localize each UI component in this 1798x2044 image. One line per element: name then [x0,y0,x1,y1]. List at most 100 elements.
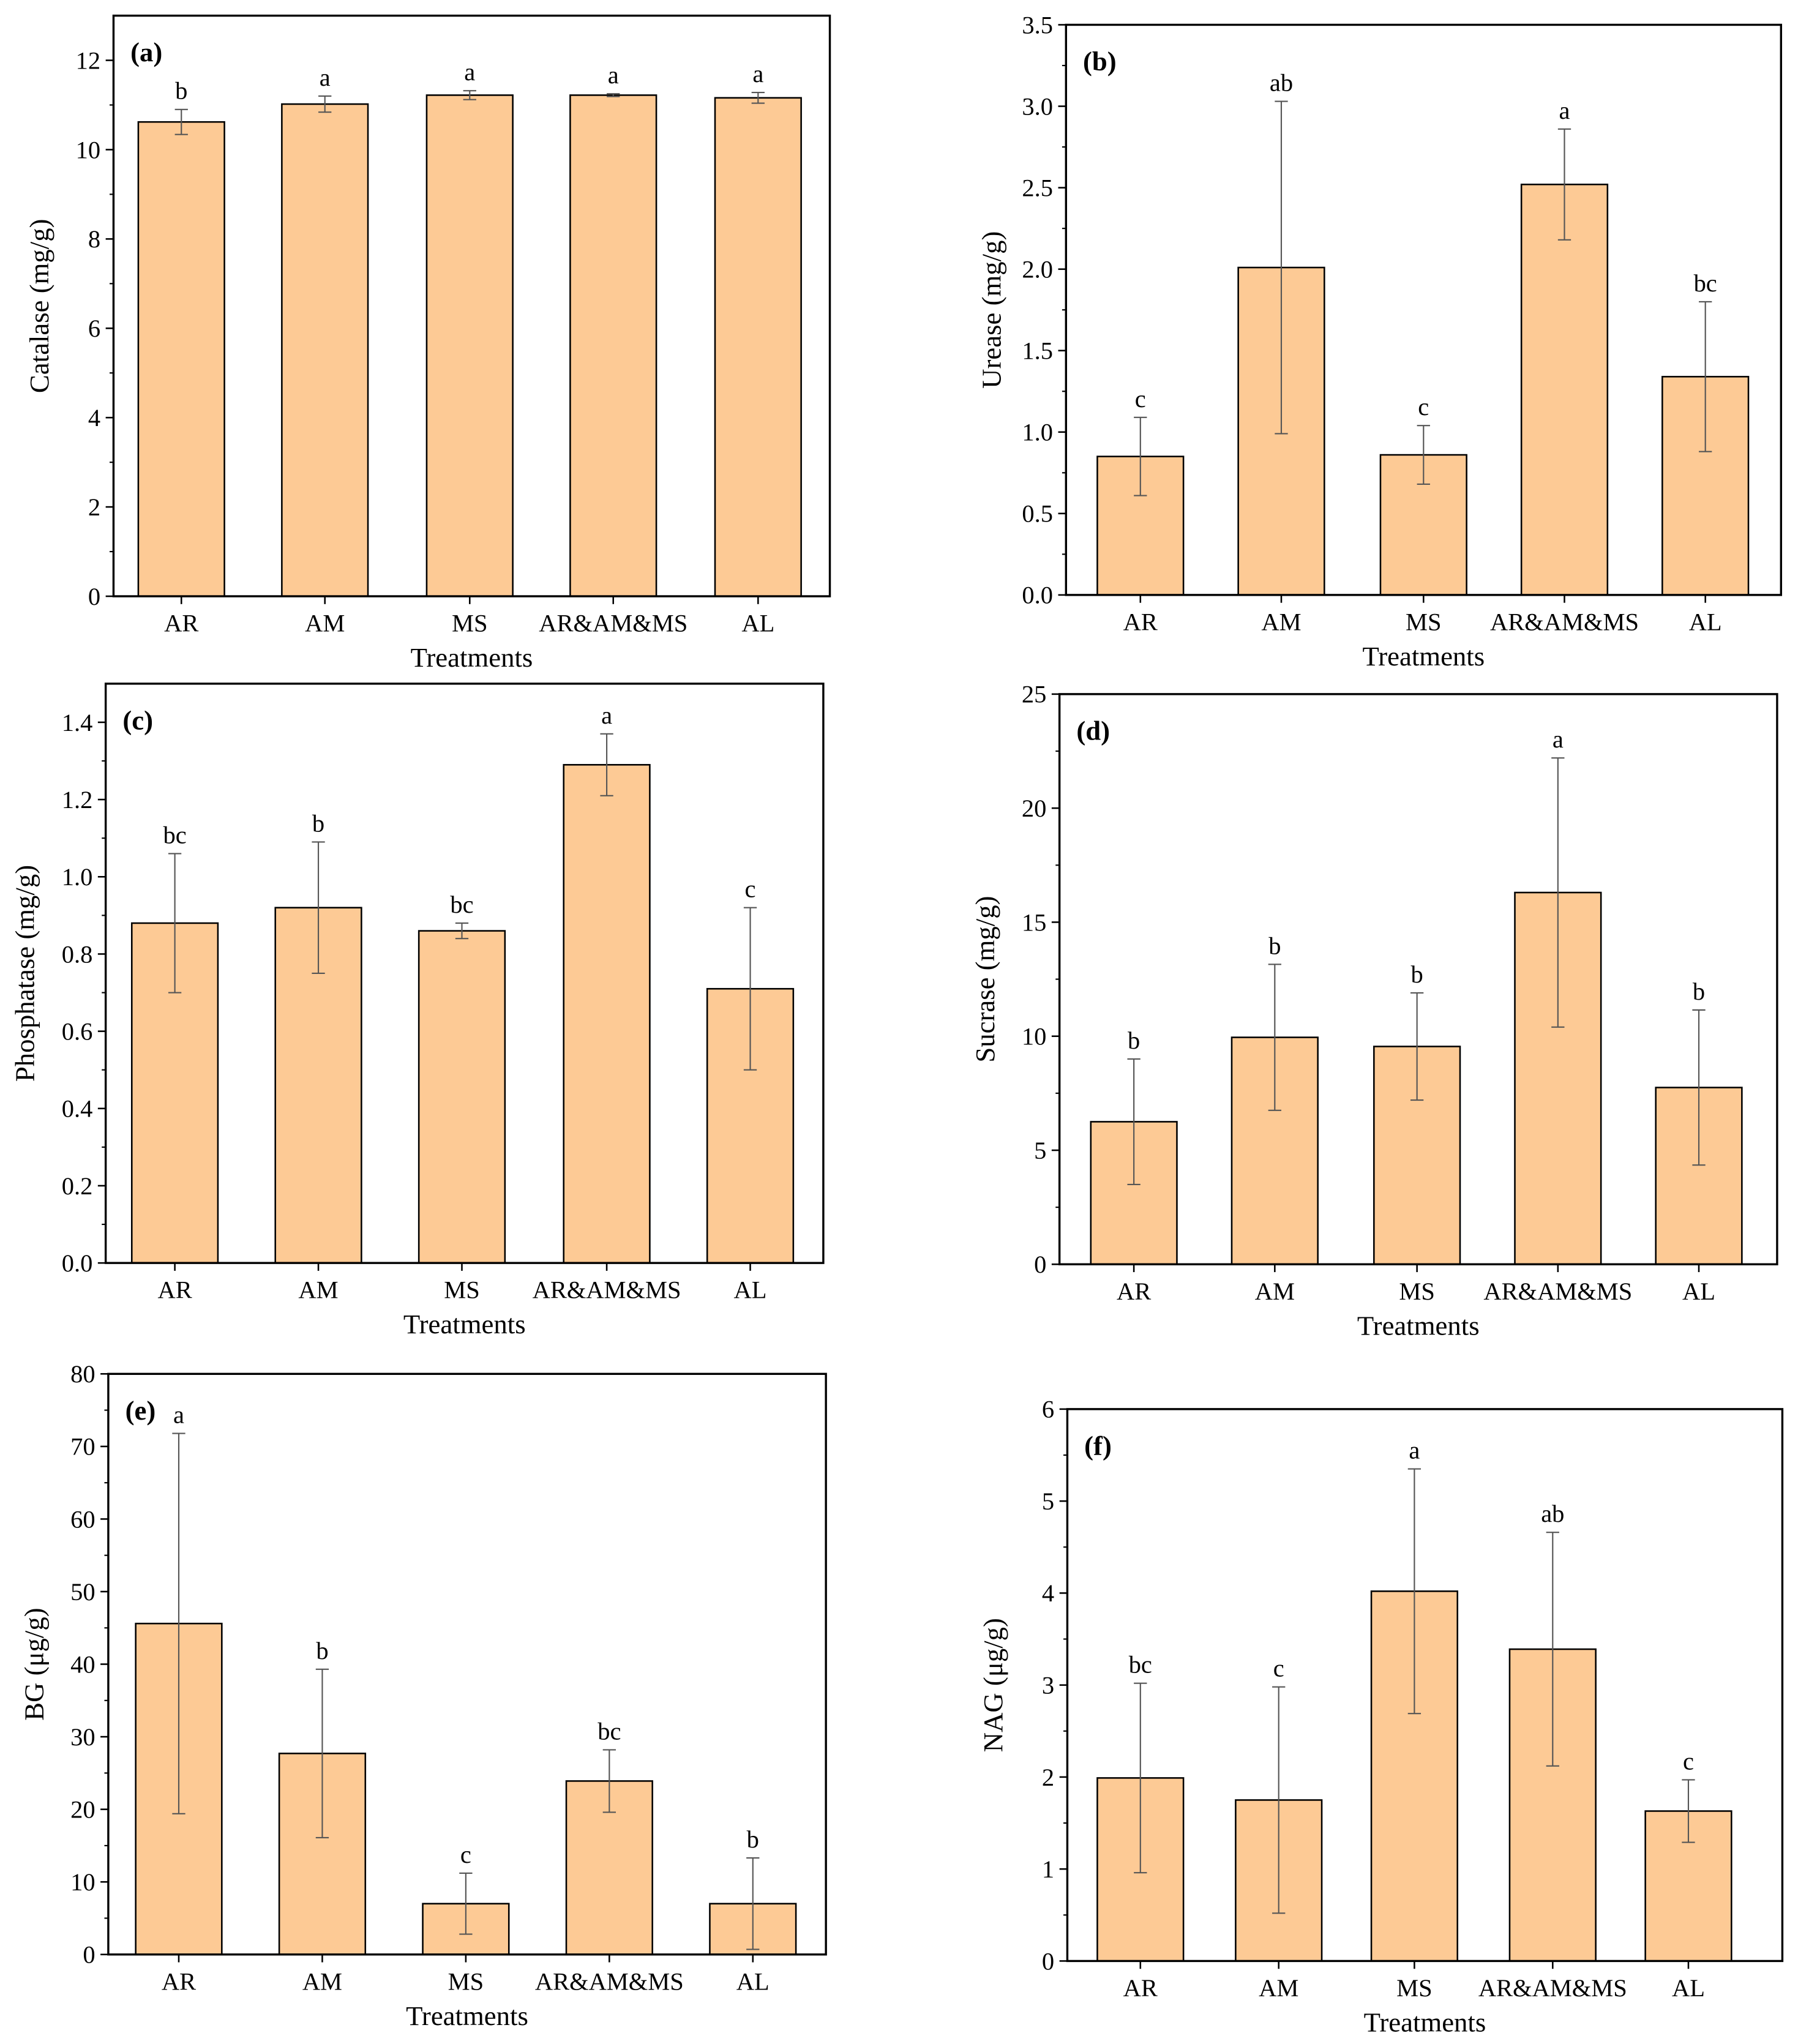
y-tick-label: 3.0 [1022,92,1053,120]
significance-label: c [1683,1747,1694,1775]
y-tick-label: 0 [1042,1947,1054,1975]
y-tick-label: 2 [88,493,100,521]
error-bar-AR [174,108,188,135]
x-tick-label: AL [736,1967,770,1995]
error-bar-AM [318,95,332,113]
error-bar-AR [172,1432,185,1814]
y-tick-label: 5 [1042,1488,1054,1515]
plot-frame [107,1372,827,1956]
y-tick-label: 2.0 [1022,256,1053,283]
y-tick-label: 2 [1042,1764,1054,1791]
y-tick-label: 30 [70,1723,95,1751]
y-tick-label: 0.0 [62,1249,93,1277]
x-axis-title: Treatments [1364,2007,1486,2038]
y-axis-title: Urease (mg/g) [976,231,1007,389]
panel-e: a AR b AM c MS bc AR&AM&MS b AL 0 10 20 30 40 50 60 70 80 (… [18,1360,827,2031]
x-tick-label: AL [1689,608,1722,635]
y-tick-label: 10 [76,136,100,163]
error-bar-MS [1410,992,1424,1101]
panel-b: c AR ab AM c MS a AR&AM&MS bc AL 0.0 0.5 1.0 1.5 2.0 2.… [976,11,1782,672]
x-tick-label: AR [164,610,198,637]
significance-label: bc [450,891,473,918]
error-bar-AM [312,841,325,975]
plot-frame [104,683,825,1264]
y-tick-label: 5 [1034,1137,1046,1164]
significance-label: b [1411,960,1423,988]
panel-label: (d) [1076,715,1110,746]
significance-label: a [601,702,612,729]
x-tick-label: MS [452,610,488,637]
y-tick-label: 6 [88,315,100,342]
x-tick-label: AL [734,1276,767,1304]
significance-label: bc [1129,1651,1152,1679]
significance-label: a [320,64,331,91]
significance-label: b [175,77,187,105]
x-tick-label: AR [162,1967,196,1995]
y-tick-label: 1.0 [62,863,93,891]
significance-label: a [1559,97,1570,124]
y-axis-title: Catalase (mg/g) [24,219,54,394]
error-bar-AM [1275,100,1288,435]
y-tick-label: 8 [88,225,100,253]
plot-frame [1058,693,1778,1265]
error-bar-AR [1134,1682,1147,1874]
y-tick-label: 0.4 [62,1095,93,1123]
significance-label: bc [597,1717,621,1745]
x-axis-title: Treatments [403,1309,526,1339]
y-tick-label: 0.2 [62,1172,93,1200]
y-axis-title: Phosphatase (mg/g) [9,865,40,1082]
bar-AM [281,103,369,597]
y-tick-label: 80 [70,1360,95,1388]
x-axis-title: Treatments [1362,641,1485,672]
y-tick-label: 10 [70,1868,95,1896]
x-axis-title: Treatments [406,2001,528,2031]
significance-label: a [608,61,619,89]
error-bar-AM [315,1668,329,1838]
significance-label: a [1409,1436,1420,1464]
significance-label: ab [1541,1500,1564,1527]
significance-label: a [464,58,475,86]
y-tick-label: 4 [88,404,100,432]
significance-label: b [747,1825,759,1853]
x-tick-label: AR&AM&MS [533,1276,681,1304]
y-tick-label: 15 [1022,908,1046,936]
y-tick-label: 20 [1022,795,1046,822]
x-tick-label: MS [1399,1278,1435,1305]
y-tick-label: 60 [70,1505,95,1533]
y-tick-label: 6 [1042,1396,1054,1423]
panel-d: b AR b AM b MS a AR&AM&MS b AL 0 5 10 15 20 25 (d) Treatm… [970,681,1778,1341]
y-tick-label: 1.4 [62,709,93,736]
panel-label: (a) [130,37,162,67]
x-tick-label: AR&AM&MS [1483,1278,1632,1305]
plot-frame [1065,23,1782,596]
panel-label: (f) [1084,1430,1112,1461]
y-tick-label: 0.8 [62,940,93,968]
significance-label: bc [1694,269,1717,297]
significance-label: b [316,1637,328,1664]
y-axis-title: NAG (μg/g) [978,1618,1008,1752]
error-bar-AR&AM&MS [607,93,620,97]
x-axis-title: Treatments [1357,1310,1480,1341]
panel-f: bc AR c AM a MS ab AR&AM&MS c AL 0 1 2 3 4 5 6 (f) Treatme… [978,1396,1784,2038]
y-tick-label: 0.6 [62,1017,93,1045]
y-tick-label: 0 [88,583,100,610]
error-bar-AR [1134,416,1147,496]
y-tick-label: 4 [1042,1579,1054,1607]
error-bar-AR [1127,1058,1141,1185]
panel-label: (b) [1083,46,1117,77]
bar-AR&AM&MS [1520,184,1609,596]
y-tick-label: 40 [70,1650,95,1678]
y-tick-label: 1.2 [62,786,93,814]
y-tick-label: 3 [1042,1671,1054,1699]
y-tick-label: 1.0 [1022,419,1053,446]
bar-AL [1655,1087,1743,1265]
bar-MS [418,930,506,1264]
x-tick-label: AM [1261,608,1301,635]
significance-label: ab [1270,69,1293,97]
error-bar-AR&AM&MS [1546,1532,1559,1767]
y-axis-title: Sucrase (mg/g) [970,896,1000,1062]
error-bar-MS [459,1872,473,1935]
significance-label: c [1418,393,1429,421]
y-tick-label: 10 [1022,1023,1046,1050]
error-bar-AL [1699,301,1712,452]
